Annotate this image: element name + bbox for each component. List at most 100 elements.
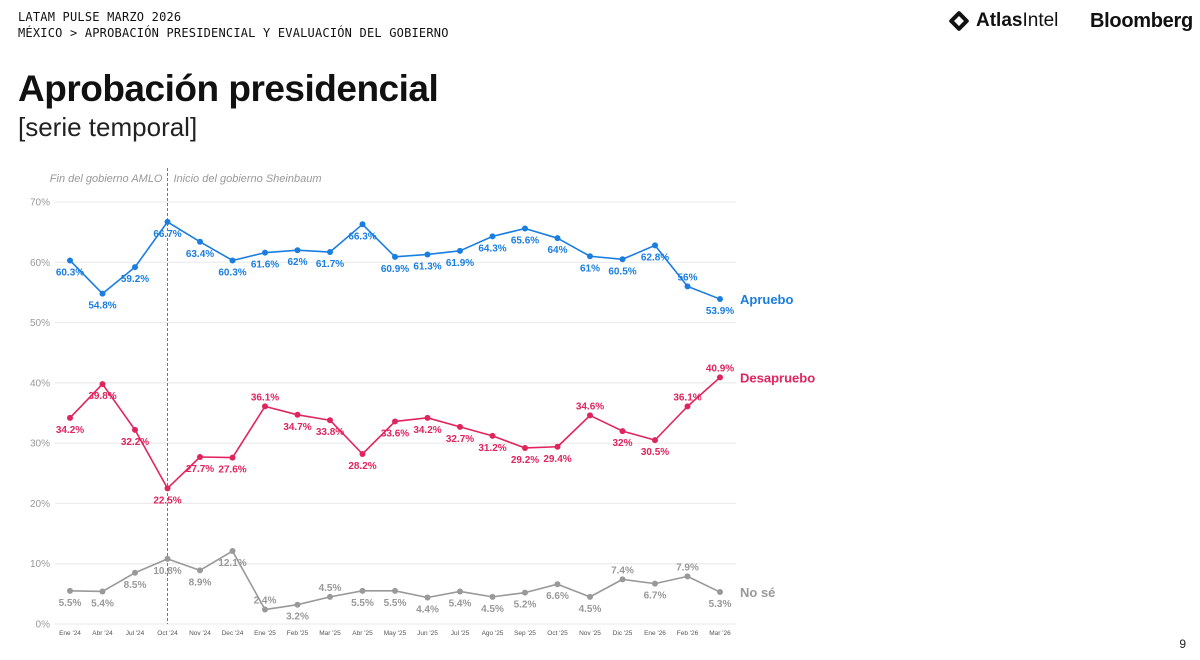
data-label: 4.5%: [579, 604, 602, 615]
data-point: [587, 412, 593, 419]
y-tick-label: 0%: [36, 620, 51, 631]
data-label: 60.3%: [218, 267, 246, 278]
data-label: 8.9%: [189, 577, 212, 588]
data-label: 22.5%: [153, 495, 181, 506]
data-point: [652, 437, 658, 444]
x-tick-label: Jul '24: [126, 630, 145, 637]
data-label: 65.6%: [511, 236, 539, 247]
data-label: 59.2%: [121, 274, 149, 285]
x-tick-label: Jul '25: [451, 630, 470, 637]
data-label: 61%: [580, 263, 600, 274]
x-tick-label: May '25: [384, 630, 407, 637]
data-point: [457, 247, 463, 254]
y-tick-label: 40%: [30, 378, 50, 389]
data-point: [717, 374, 723, 381]
data-point: [294, 601, 301, 608]
data-label: 27.7%: [186, 464, 214, 475]
data-point: [229, 257, 236, 264]
atlasintel-logo-rest: Intel: [1022, 10, 1059, 31]
data-label: 60.3%: [56, 267, 84, 278]
data-label: 6.6%: [546, 591, 569, 602]
x-tick-label: Sep '25: [514, 630, 536, 637]
data-label: 10.8%: [153, 566, 181, 577]
data-label: 53.9%: [706, 306, 734, 317]
data-point: [67, 414, 73, 421]
period-label-before: Fin del gobierno AMLO: [50, 173, 163, 185]
data-label: 66.7%: [153, 229, 181, 240]
data-point: [359, 221, 366, 228]
data-label: 64%: [547, 245, 567, 256]
data-label: 5.3%: [709, 599, 732, 610]
data-point: [684, 573, 691, 580]
data-point: [489, 432, 496, 439]
data-point: [489, 233, 496, 240]
data-label: 3.2%: [286, 612, 309, 623]
header-breadcrumb: MÉXICO > APROBACIÓN PRESIDENCIAL Y EVALU…: [18, 26, 449, 40]
data-point: [67, 257, 73, 264]
data-point: [132, 426, 138, 433]
x-tick-label: Dic '25: [613, 630, 633, 637]
data-point: [717, 589, 723, 596]
data-point: [392, 587, 398, 594]
data-point: [294, 247, 301, 254]
data-label: 56%: [677, 272, 697, 283]
data-label: 36.1%: [251, 392, 279, 403]
bloomberg-logo: Bloomberg: [1090, 10, 1193, 32]
data-label: 54.8%: [88, 301, 116, 312]
data-label: 66.3%: [348, 231, 376, 242]
x-tick-label: Dec '24: [222, 630, 244, 637]
data-point: [424, 594, 431, 601]
data-point: [327, 593, 333, 600]
x-tick-label: Feb '26: [677, 630, 699, 637]
data-label: 62%: [287, 257, 307, 268]
data-point: [294, 411, 301, 418]
x-tick-label: Oct '24: [157, 630, 178, 637]
data-label: 33.8%: [316, 427, 344, 438]
data-label: 28.2%: [348, 461, 376, 472]
data-label: 5.4%: [91, 598, 114, 609]
series-name-desapruebo: Desapruebo: [740, 370, 815, 385]
approval-time-series-chart: 0% 10% 20% 30% 40% 50% 60% 70% Ene '24 Abr '24 Jul…: [30, 168, 815, 637]
data-label: 31.2%: [478, 443, 506, 454]
data-point: [164, 555, 171, 562]
data-point: [164, 485, 171, 492]
data-label: 61.6%: [251, 260, 279, 271]
x-tick-label: Ago '25: [482, 630, 504, 637]
data-point: [132, 264, 138, 271]
data-label: 33.6%: [381, 428, 409, 439]
series-name-apruebo: Apruebo: [740, 292, 794, 307]
x-tick-label: Feb '25: [287, 630, 309, 637]
data-point: [619, 576, 626, 583]
atlasintel-logo: AtlasIntel: [948, 10, 1058, 32]
data-label: 64.3%: [478, 243, 506, 254]
data-label: 2.4%: [254, 596, 277, 607]
data-label: 34.2%: [56, 425, 84, 436]
data-point: [522, 589, 528, 596]
x-tick-label: Nov '24: [189, 630, 211, 637]
data-point: [652, 242, 658, 249]
data-label: 39.8%: [88, 391, 116, 402]
data-label: 4.5%: [481, 604, 504, 615]
x-tick-label: Mar '26: [709, 630, 731, 637]
data-label: 7.9%: [676, 562, 699, 573]
data-point: [197, 567, 203, 574]
y-tick-label: 70%: [30, 198, 50, 209]
data-point: [554, 443, 561, 450]
data-point: [99, 381, 106, 388]
atlasintel-mark-icon: [949, 11, 969, 31]
data-point: [684, 403, 691, 410]
data-label: 5.4%: [449, 598, 472, 609]
x-tick-label: Nov '25: [579, 630, 601, 637]
data-label: 32%: [612, 438, 632, 449]
y-tick-label: 50%: [30, 318, 50, 329]
data-point: [99, 588, 106, 595]
data-point: [229, 454, 236, 461]
data-label: 12.1%: [218, 558, 246, 569]
page-subtitle: [serie temporal]: [18, 112, 198, 142]
data-point: [717, 296, 723, 303]
x-tick-label: Ene '24: [59, 630, 81, 637]
data-label: 63.4%: [186, 249, 214, 260]
y-tick-label: 30%: [30, 439, 50, 450]
x-tick-label: Abr '24: [92, 630, 113, 637]
data-point: [392, 418, 398, 425]
